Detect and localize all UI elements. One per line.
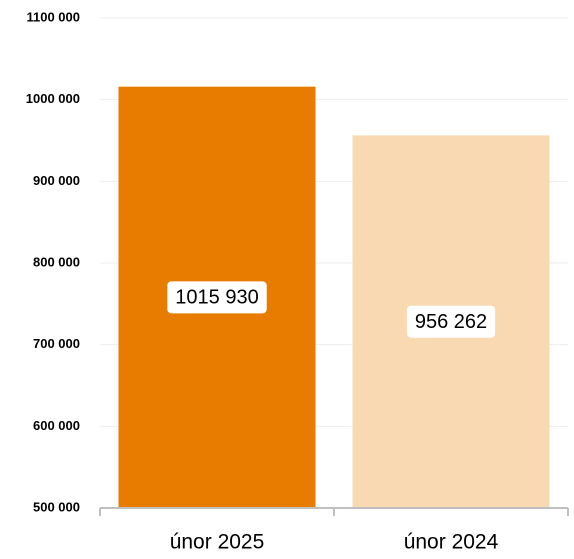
y-tick-label: 800 000 xyxy=(33,254,80,269)
y-tick-label: 1100 000 xyxy=(26,9,80,24)
data-label-box xyxy=(406,305,496,338)
y-tick-label: 900 000 xyxy=(33,173,80,188)
x-tick-label: únor 2024 xyxy=(404,531,499,554)
y-tick-label: 500 000 xyxy=(33,499,80,514)
y-tick-label: 700 000 xyxy=(33,336,80,351)
y-tick-label: 600 000 xyxy=(33,418,80,433)
x-tick-label: únor 2025 xyxy=(170,531,265,554)
data-label: 956 262 xyxy=(415,311,487,333)
y-tick-label: 1000 000 xyxy=(26,91,80,106)
data-label: 1015 930 xyxy=(175,287,258,309)
data-label-box xyxy=(167,281,267,314)
